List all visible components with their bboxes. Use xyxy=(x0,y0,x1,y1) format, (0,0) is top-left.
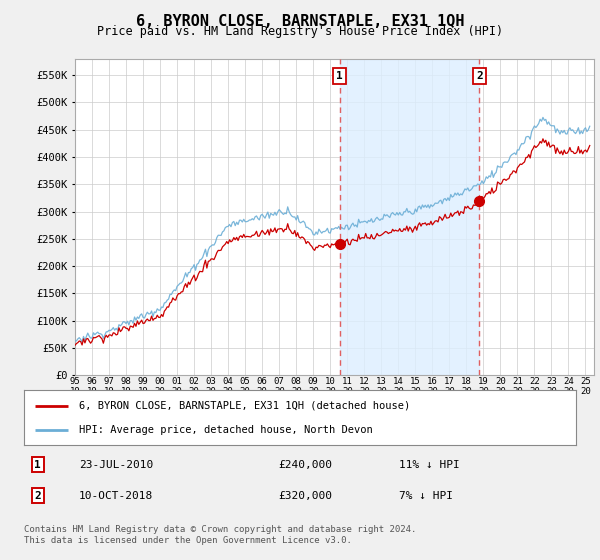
Text: 10-OCT-2018: 10-OCT-2018 xyxy=(79,491,154,501)
Text: 7% ↓ HPI: 7% ↓ HPI xyxy=(400,491,454,501)
Text: Price paid vs. HM Land Registry's House Price Index (HPI): Price paid vs. HM Land Registry's House … xyxy=(97,25,503,38)
Text: HPI: Average price, detached house, North Devon: HPI: Average price, detached house, Nort… xyxy=(79,425,373,435)
Text: 11% ↓ HPI: 11% ↓ HPI xyxy=(400,460,460,470)
Text: 1: 1 xyxy=(34,460,41,470)
Text: £240,000: £240,000 xyxy=(278,460,332,470)
Text: 6, BYRON CLOSE, BARNSTAPLE, EX31 1QH (detached house): 6, BYRON CLOSE, BARNSTAPLE, EX31 1QH (de… xyxy=(79,401,410,410)
Text: 23-JUL-2010: 23-JUL-2010 xyxy=(79,460,154,470)
Text: Contains HM Land Registry data © Crown copyright and database right 2024.
This d: Contains HM Land Registry data © Crown c… xyxy=(24,525,416,545)
Text: £320,000: £320,000 xyxy=(278,491,332,501)
Bar xyxy=(340,59,479,375)
Text: 2: 2 xyxy=(34,491,41,501)
Text: 2: 2 xyxy=(476,71,483,81)
Text: 1: 1 xyxy=(336,71,343,81)
Text: 6, BYRON CLOSE, BARNSTAPLE, EX31 1QH: 6, BYRON CLOSE, BARNSTAPLE, EX31 1QH xyxy=(136,14,464,29)
